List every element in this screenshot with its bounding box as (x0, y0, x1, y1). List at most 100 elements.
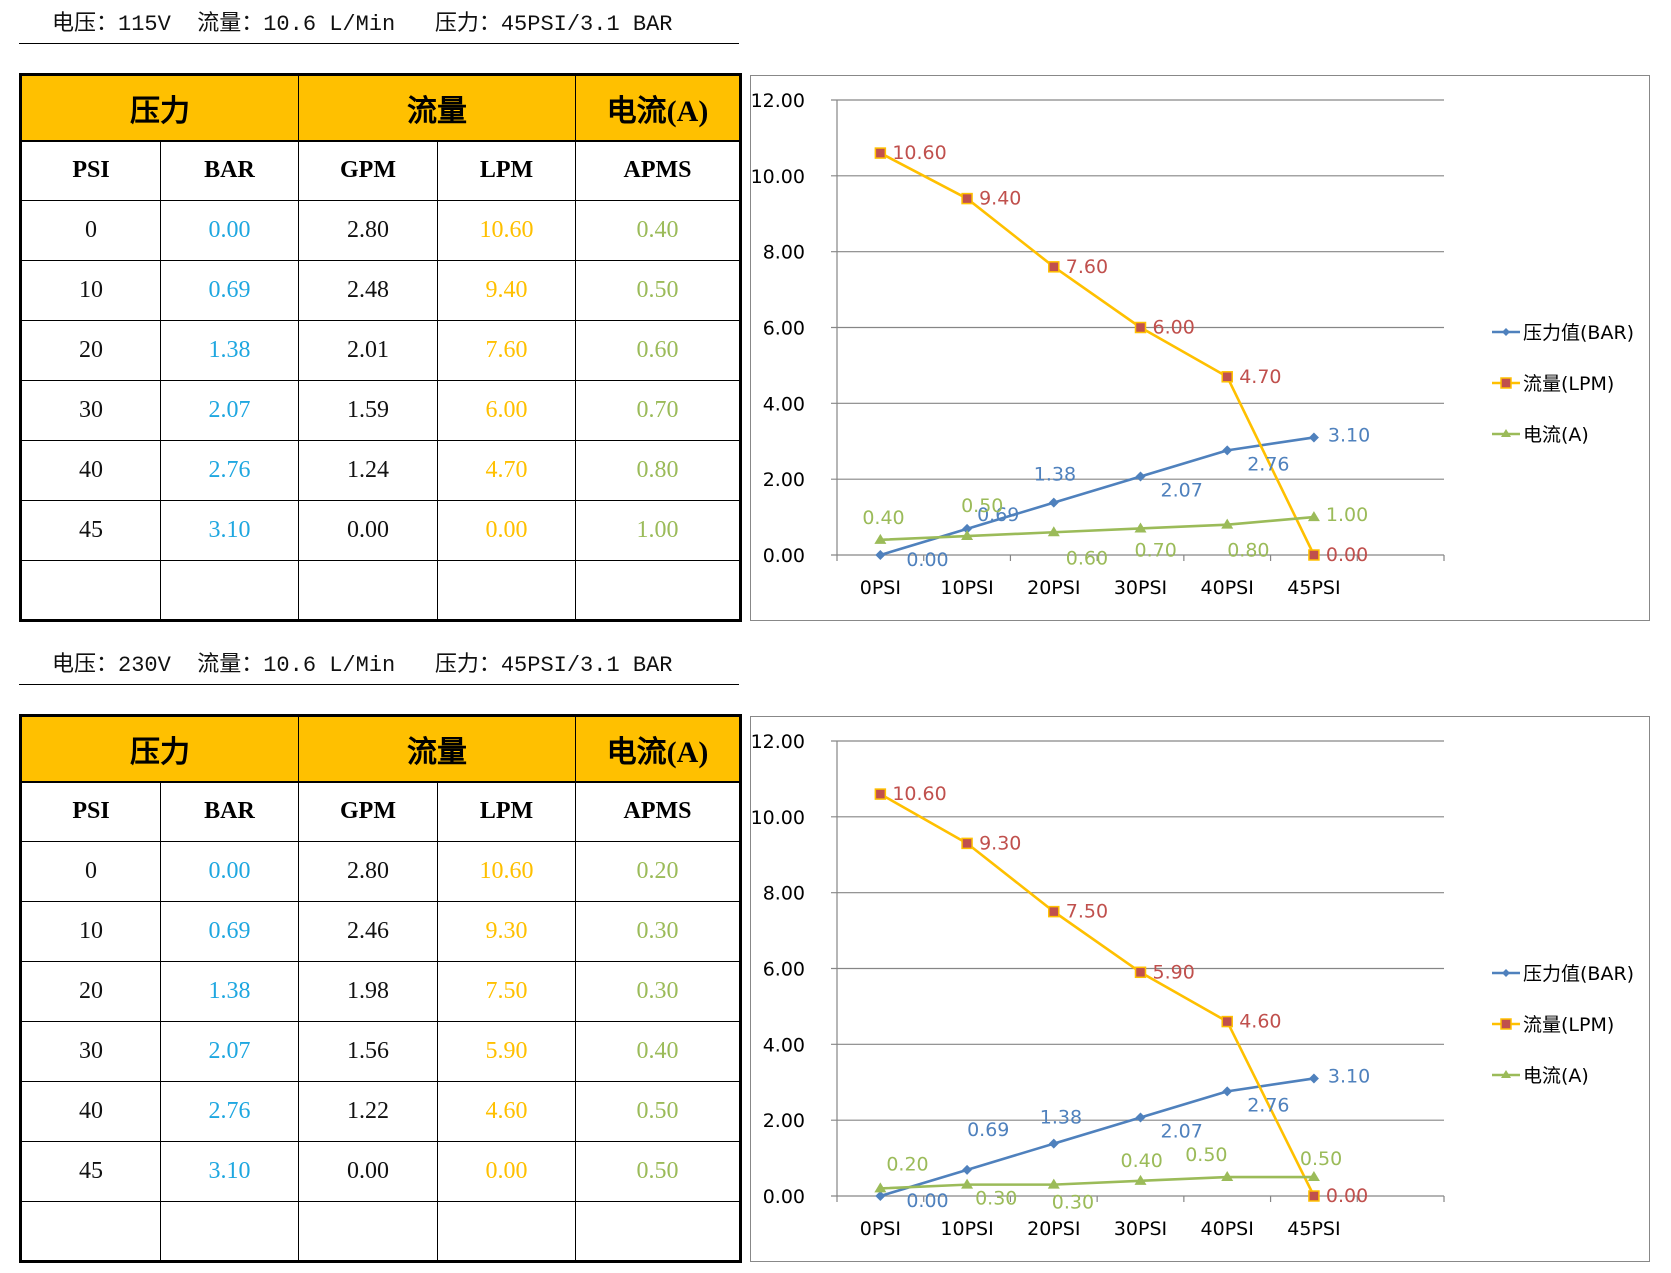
cell-lpm: 5.90 (437, 1021, 576, 1082)
cell-apms: 0.60 (575, 320, 741, 381)
data-point-flow (1221, 371, 1233, 383)
data-point-flow (1048, 261, 1060, 273)
data-label: 0.00 (906, 549, 948, 571)
spec-section-115v: 电压：115V 流量：10.6 L/Min 压力：45PSI/3.1 BAR 压… (19, 10, 1650, 622)
cell-bar: 0.69 (160, 260, 299, 321)
table-row: 45 3.10 0.00 0.00 0.50 (20, 1141, 741, 1202)
cell-gpm: 0.00 (298, 1141, 438, 1202)
cell-lpm: 7.50 (437, 961, 576, 1022)
cell-gpm: 1.59 (298, 380, 438, 441)
cell-gpm: 1.56 (298, 1021, 438, 1082)
data-point-flow (1134, 966, 1147, 979)
column-header-psi: PSI (20, 781, 161, 842)
y-tick-label: 10.00 (751, 166, 805, 188)
data-point-pressure (1135, 1112, 1146, 1123)
data-point-current (1307, 511, 1320, 522)
data-label: 4.70 (1239, 366, 1281, 388)
column-header-lpm: LPM (437, 781, 576, 842)
data-point-current (1134, 522, 1147, 533)
cell-bar: 0.00 (160, 841, 299, 902)
series-line (880, 515, 1315, 542)
spec-line: 电压：230V 流量：10.6 L/Min 压力：45PSI/3.1 BAR (19, 651, 739, 685)
y-tick-label: 12.00 (751, 90, 805, 112)
data-point-current (961, 1178, 974, 1189)
data-label: 0.80 (1227, 540, 1269, 562)
data-label: 2.76 (1247, 1094, 1289, 1116)
data-point-flow (1048, 905, 1060, 918)
table-row: 0 0.00 2.80 10.60 0.20 (20, 841, 741, 902)
column-header-row: PSI BAR GPM LPM APMS (20, 140, 741, 201)
cell-psi: 30 (20, 1021, 161, 1082)
cell-gpm (298, 560, 438, 621)
column-header-gpm: GPM (298, 781, 438, 842)
cell-lpm (437, 1201, 576, 1262)
data-label: 5.90 (1153, 961, 1195, 983)
data-point-flow (961, 192, 973, 205)
data-label: 10.60 (892, 142, 946, 164)
cell-psi: 45 (20, 500, 161, 561)
cell-apms: 0.40 (575, 200, 741, 261)
chart-svg: 0.00 2.00 4.00 6.00 8.00 10.00 12.00 0PSI 10PSI 2… (751, 731, 1634, 1240)
cell-psi: 40 (20, 1081, 161, 1142)
data-label: 0.69 (967, 1119, 1009, 1141)
cell-bar: 3.10 (160, 500, 299, 561)
legend-triangle-icon (1501, 1070, 1511, 1078)
series-line (879, 792, 1316, 1197)
legend-label: 流量(LPM) (1523, 373, 1614, 395)
legend-square-icon (1500, 1018, 1512, 1030)
series-line (879, 1077, 1315, 1198)
spec-table: 压力 流量 电流(A) PSI BAR GPM LPM APMS 0 0.00 2.… (19, 714, 742, 1263)
table-row: 40 2.76 1.22 4.60 0.50 (20, 1081, 741, 1142)
data-label: 1.38 (1034, 464, 1076, 486)
cell-psi: 20 (20, 320, 161, 381)
spec-table: 压力 流量 电流(A) PSI BAR GPM LPM APMS 0 0.00 2.… (19, 73, 742, 622)
data-point-current (1307, 1171, 1320, 1182)
legend-diamond-icon (1502, 969, 1510, 977)
legend-item: 流量(LPM) (1492, 1014, 1614, 1036)
cell-bar: 2.76 (160, 1081, 299, 1142)
cell-gpm (298, 1201, 438, 1262)
data-point-pressure (962, 1164, 973, 1175)
y-tick-label: 4.00 (763, 1034, 805, 1056)
x-tick-label: 30PSI (1114, 1218, 1167, 1240)
legend-label: 电流(A) (1523, 1065, 1589, 1087)
cell-gpm: 2.48 (298, 260, 438, 321)
cell-apms: 0.30 (575, 901, 741, 962)
cell-apms: 0.50 (575, 1141, 741, 1202)
column-header-row: PSI BAR GPM LPM APMS (20, 781, 741, 842)
data-point-current (961, 530, 974, 541)
cell-gpm: 2.80 (298, 200, 438, 261)
data-label: 3.10 (1328, 424, 1370, 446)
table-row: 20 1.38 2.01 7.60 0.60 (20, 320, 741, 381)
data-label: 0.50 (961, 495, 1003, 517)
data-label: 0.40 (862, 507, 904, 529)
cell-psi: 45 (20, 1141, 161, 1202)
x-tick-label: 30PSI (1114, 577, 1167, 599)
cell-bar: 1.38 (160, 961, 299, 1022)
cell-apms: 1.00 (575, 500, 741, 561)
group-header-current: 电流(A) (575, 74, 741, 142)
cell-apms: 0.20 (575, 841, 741, 902)
y-tick-label: 0.00 (763, 1186, 805, 1208)
cell-apms: 0.70 (575, 380, 741, 441)
data-label: 6.00 (1153, 317, 1195, 339)
cell-lpm: 6.00 (437, 380, 576, 441)
table-row: 40 2.76 1.24 4.70 0.80 (20, 440, 741, 501)
data-point-current (1047, 1178, 1060, 1189)
x-tick-label: 40PSI (1201, 577, 1254, 599)
spec-line: 电压：115V 流量：10.6 L/Min 压力：45PSI/3.1 BAR (19, 10, 739, 44)
x-tick-label: 20PSI (1027, 1218, 1080, 1240)
data-label: 1.00 (1326, 504, 1368, 526)
group-header-flow: 流量 (298, 715, 576, 783)
legend-label: 流量(LPM) (1523, 1014, 1614, 1036)
data-point-pressure (1048, 497, 1059, 508)
x-tick-label: 45PSI (1287, 1218, 1340, 1240)
data-label: 2.76 (1247, 453, 1289, 475)
table-row: 20 1.38 1.98 7.50 0.30 (20, 961, 741, 1022)
data-label: 10.60 (892, 783, 946, 805)
group-header-flow: 流量 (298, 74, 576, 142)
data-label: 9.30 (979, 832, 1021, 854)
table-row: 30 2.07 1.59 6.00 0.70 (20, 380, 741, 441)
cell-bar: 0.00 (160, 200, 299, 261)
legend-triangle-icon (1501, 429, 1511, 437)
